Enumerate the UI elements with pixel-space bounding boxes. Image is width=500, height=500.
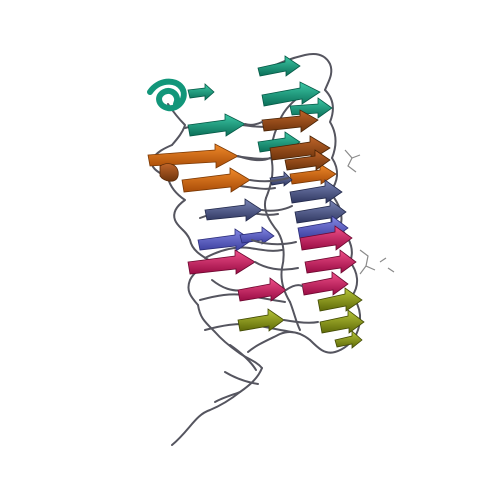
- strand-green-2: [261, 81, 321, 107]
- strand-slate-2: [289, 179, 343, 204]
- strand-pink-4: [237, 277, 287, 302]
- strand-pink-1: [187, 249, 256, 275]
- sheet-orange-group: [147, 143, 337, 193]
- strand-slate-1: [204, 198, 263, 222]
- ligand-sticks: [344, 149, 395, 275]
- strand-pink-3: [304, 249, 357, 274]
- sheet-brown-group: [261, 109, 331, 171]
- strand-olive-1: [237, 308, 285, 332]
- strand-brown-3: [284, 149, 331, 171]
- strand-olive-4: [334, 330, 363, 349]
- strand-blue-3: [239, 226, 275, 245]
- sheet-olive-group: [237, 287, 365, 349]
- coil-front: [237, 121, 319, 324]
- helix-green-coil: [147, 78, 187, 112]
- strand-green-1: [257, 55, 301, 77]
- strand-pink-2: [299, 225, 353, 251]
- strand-orange-3: [289, 163, 337, 185]
- strand-pink-5: [301, 271, 349, 296]
- coil-backbone: [150, 53, 362, 446]
- strand-green-4: [187, 113, 246, 137]
- strand-green-6: [187, 83, 215, 101]
- strand-olive-2: [317, 287, 363, 312]
- strand-orange-4: [159, 163, 179, 182]
- strand-orange-2: [181, 167, 251, 193]
- strand-brown-1: [261, 109, 319, 133]
- sheet-pink-group: [187, 225, 357, 302]
- strand-olive-3: [319, 309, 365, 334]
- strand-green-3: [289, 97, 333, 119]
- strand-orange-1: [147, 143, 239, 169]
- strand-blue-1: [197, 228, 253, 252]
